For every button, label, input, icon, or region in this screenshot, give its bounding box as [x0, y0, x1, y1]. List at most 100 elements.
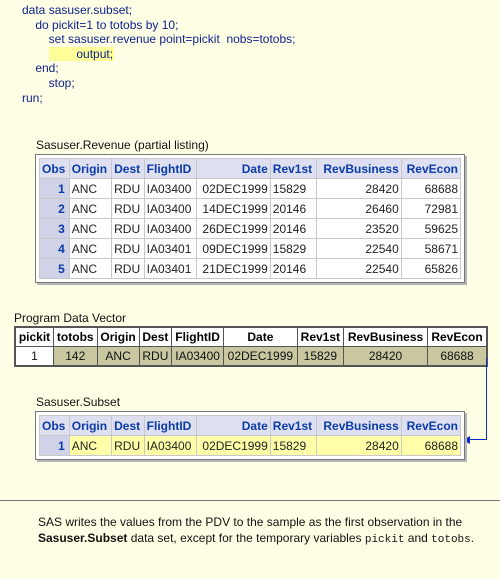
table-row: 1 ANC RDU IA03400 02DEC1999 15829 28420 … — [39, 178, 462, 199]
pdv-value: IA03400 — [171, 346, 225, 366]
code-line: data sasuser.subset; — [22, 3, 133, 17]
note-text: . — [470, 531, 475, 545]
table-cell: 23520 — [316, 218, 402, 239]
table-cell: 68688 — [400, 435, 462, 456]
table-cell: 20146 — [269, 258, 318, 279]
table-cell: 68688 — [400, 178, 462, 199]
explanation-note: SAS writes the values from the PDV to th… — [38, 514, 488, 548]
table-row: 3 ANC RDU IA03400 26DEC1999 20146 23520 … — [39, 218, 462, 239]
table-cell: 21DEC1999 — [195, 258, 271, 279]
subset-title: Sasuser.Subset — [36, 395, 121, 409]
pdv-header: Rev1st — [296, 327, 345, 347]
table-cell: IA03401 — [143, 258, 197, 279]
table-cell: ANC — [68, 198, 113, 219]
pdv-header: Date — [223, 327, 298, 347]
table-cell: RDU — [111, 435, 145, 456]
table-cell: 59625 — [400, 218, 462, 239]
table-cell: 28420 — [316, 435, 402, 456]
code-line: end; — [22, 61, 59, 76]
table-cell: 02DEC1999 — [195, 435, 271, 456]
pdv-value: RDU — [138, 346, 173, 366]
table-row: 1 ANC RDU IA03400 02DEC1999 15829 28420 … — [39, 435, 462, 456]
column-header: Rev1st — [269, 415, 318, 436]
table-cell: 09DEC1999 — [195, 238, 271, 259]
table-cell: 22540 — [316, 258, 402, 279]
table-cell: ANC — [68, 238, 113, 259]
table-cell: 72981 — [400, 198, 462, 219]
obs-cell: 4 — [39, 238, 70, 259]
table-cell: ANC — [68, 258, 113, 279]
table-cell: 58671 — [400, 238, 462, 259]
obs-cell: 2 — [39, 198, 70, 219]
column-header: Date — [195, 158, 271, 179]
table-cell: 02DEC1999 — [195, 178, 271, 199]
code-line-output: output; — [22, 46, 296, 62]
note-dataset-name: Sasuser.Subset — [38, 531, 128, 545]
table-row: 5 ANC RDU IA03401 21DEC1999 20146 22540 … — [39, 258, 462, 279]
table-cell: 22540 — [316, 238, 402, 259]
table-cell: ANC — [68, 218, 113, 239]
table-cell: IA03401 — [143, 238, 197, 259]
column-header: FlightID — [143, 415, 197, 436]
table-cell: 20146 — [269, 218, 318, 239]
pdv-value-totobs: 142 — [52, 346, 98, 366]
note-variable: totobs — [431, 534, 471, 546]
code-line: set sasuser.revenue point=pickit nobs=to… — [22, 32, 296, 47]
revenue-title: Sasuser.Revenue (partial listing) — [36, 138, 209, 152]
pdv-header: Origin — [96, 327, 140, 347]
pdv-value: 28420 — [343, 346, 429, 366]
pdv-header: pickit — [15, 327, 54, 347]
highlighted-output-statement: output; — [48, 46, 115, 61]
code-line: run; — [22, 90, 43, 105]
table-cell: 15829 — [269, 435, 318, 456]
table-cell: IA03400 — [143, 198, 197, 219]
subset-header-row: Obs Origin Dest FlightID Date Rev1st Rev… — [39, 415, 462, 436]
column-header: Rev1st — [269, 158, 318, 179]
table-row: 2 ANC RDU IA03400 14DEC1999 20146 26460 … — [39, 198, 462, 219]
code-listing: data sasuser.subset; do pickit=1 to toto… — [22, 3, 296, 105]
subset-table-frame: Obs Origin Dest FlightID Date Rev1st Rev… — [35, 411, 465, 460]
code-line: stop; — [22, 75, 75, 90]
revenue-header-row: Obs Origin Dest FlightID Date Rev1st Rev… — [39, 158, 462, 179]
table-cell: 65826 — [400, 258, 462, 279]
column-header: FlightID — [143, 158, 197, 179]
table-cell: ANC — [68, 435, 113, 456]
pdv-table: pickit totobs Origin Dest FlightID Date … — [15, 327, 487, 366]
column-header: Date — [195, 415, 271, 436]
subset-table: Obs Origin Dest FlightID Date Rev1st Rev… — [39, 415, 462, 456]
column-header: RevBusiness — [316, 158, 402, 179]
table-cell: IA03400 — [143, 435, 197, 456]
table-cell: 20146 — [269, 198, 318, 219]
table-cell: 26DEC1999 — [195, 218, 271, 239]
pdv-header-row: pickit totobs Origin Dest FlightID Date … — [15, 327, 487, 347]
pdv-header: RevEcon — [427, 327, 487, 347]
column-header: RevBusiness — [316, 415, 402, 436]
arrow-head-icon — [463, 436, 470, 444]
table-cell: RDU — [111, 258, 145, 279]
pdv-header: totobs — [52, 327, 98, 347]
table-cell: RDU — [111, 178, 145, 199]
pdv-value: 15829 — [296, 346, 345, 366]
table-cell: RDU — [111, 238, 145, 259]
note-text: SAS writes the values from the PDV to th… — [38, 515, 463, 529]
note-text: and — [404, 531, 432, 545]
pdv-value-row: 1 142 ANC RDU IA03400 02DEC1999 15829 28… — [15, 346, 487, 366]
table-row: 4 ANC RDU IA03401 09DEC1999 15829 22540 … — [39, 238, 462, 259]
obs-cell: 3 — [39, 218, 70, 239]
table-cell: IA03400 — [143, 178, 197, 199]
column-header: Origin — [68, 415, 113, 436]
note-text: data set, except for the temporary varia… — [127, 531, 365, 545]
column-header: Dest — [111, 158, 145, 179]
pdv-title: Program Data Vector — [14, 311, 127, 325]
revenue-table: Obs Origin Dest FlightID Date Rev1st Rev… — [39, 158, 462, 279]
table-cell: 15829 — [269, 238, 318, 259]
table-cell: RDU — [111, 218, 145, 239]
obs-cell: 1 — [39, 435, 70, 456]
revenue-table-frame: Obs Origin Dest FlightID Date Rev1st Rev… — [35, 154, 465, 283]
pdv-header: FlightID — [171, 327, 225, 347]
column-header: Origin — [68, 158, 113, 179]
arrow-connector-line — [470, 358, 487, 440]
pdv-value-pickit: 1 — [15, 346, 54, 366]
column-header: RevEcon — [400, 415, 462, 436]
table-cell: RDU — [111, 198, 145, 219]
